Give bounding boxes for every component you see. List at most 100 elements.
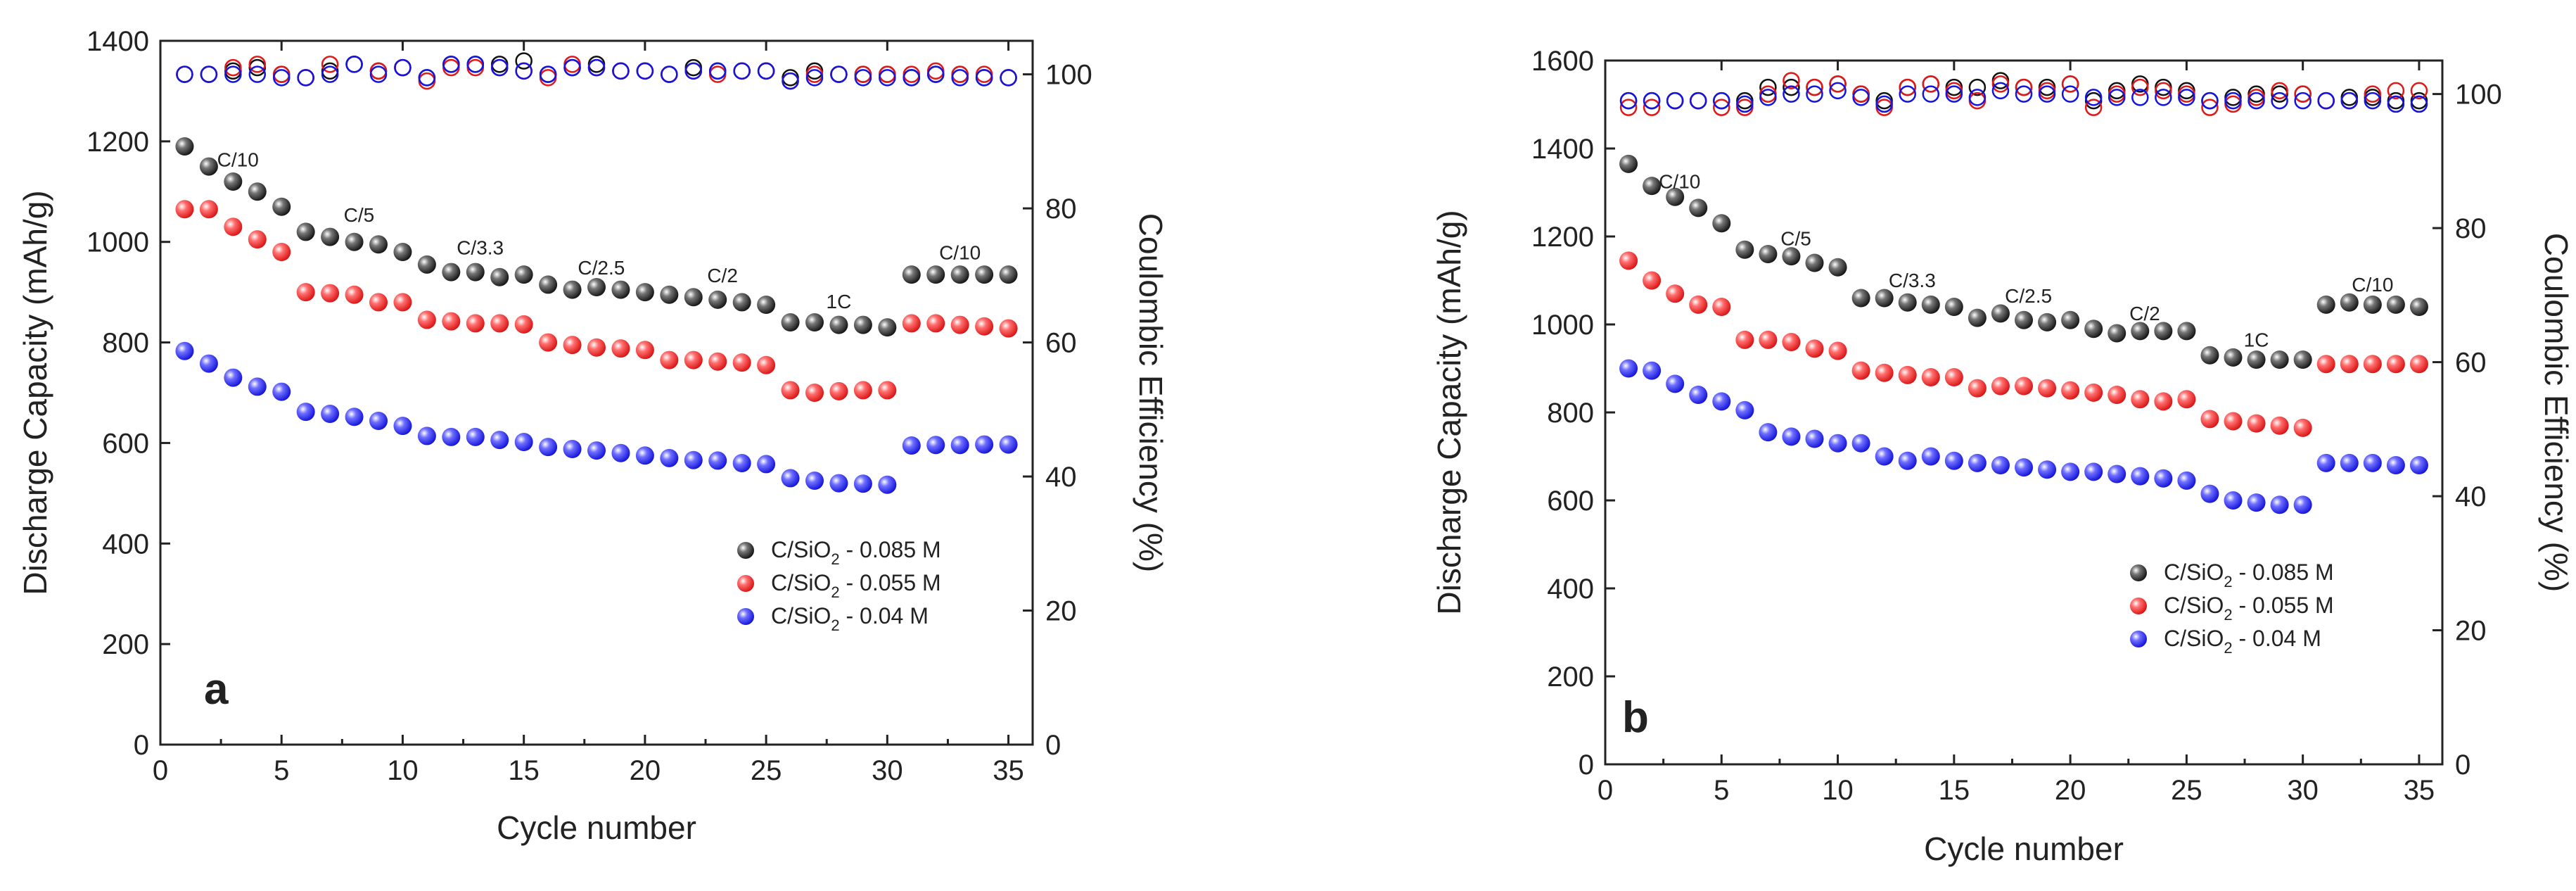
capacity-point xyxy=(224,172,243,191)
efficiency-point xyxy=(708,62,727,80)
capacity-point xyxy=(2015,310,2033,329)
capacity-point xyxy=(2038,460,2057,479)
capacity-point xyxy=(1759,423,1778,442)
capacity-point xyxy=(1782,427,1801,446)
capacity-point xyxy=(2409,456,2428,474)
capacity-point xyxy=(272,197,291,216)
efficiency-point xyxy=(2201,91,2219,110)
x-tick-label: 0 xyxy=(153,755,168,786)
capacity-point xyxy=(999,435,1018,454)
legend-label: C/SiO2 - 0.085 M xyxy=(2164,560,2334,590)
capacity-point xyxy=(805,472,824,490)
capacity-point xyxy=(805,313,824,331)
capacity-point xyxy=(369,412,388,430)
capacity-point xyxy=(660,350,679,369)
capacity-point xyxy=(1712,298,1731,316)
efficiency-point xyxy=(466,58,485,77)
efficiency-point xyxy=(951,69,969,87)
capacity-point xyxy=(2224,491,2243,510)
capacity-point xyxy=(611,280,630,299)
legend-label: C/SiO2 - 0.055 M xyxy=(2164,593,2334,624)
capacity-point xyxy=(417,426,436,446)
efficiency-point xyxy=(1736,95,1754,113)
efficiency-point xyxy=(490,56,509,73)
capacity-point xyxy=(2177,390,2196,409)
capacity-point xyxy=(1643,271,1662,290)
capacity-point xyxy=(345,232,364,251)
efficiency-point xyxy=(1000,69,1017,87)
capacity-point xyxy=(1944,451,1963,470)
efficiency-point xyxy=(1619,99,1638,116)
efficiency-point xyxy=(854,69,872,87)
capacity-point xyxy=(829,381,848,400)
efficiency-point xyxy=(1713,91,1730,110)
efficiency-point xyxy=(2364,85,2382,103)
efficiency-point xyxy=(515,62,533,80)
capacity-point xyxy=(732,293,751,312)
efficiency-point xyxy=(951,65,969,83)
legend-label-tail: - 0.055 M xyxy=(2233,593,2334,618)
y-tick-label: 1200 xyxy=(1531,222,1594,253)
x-tick-label: 20 xyxy=(2055,775,2086,806)
capacity-point xyxy=(2316,453,2335,472)
efficiency-point xyxy=(1852,85,1870,103)
capacity-point xyxy=(1689,386,1708,404)
y-tick-label: 0 xyxy=(1579,750,1594,781)
y2-tick-label: 60 xyxy=(2455,348,2487,379)
efficiency-point xyxy=(2131,89,2149,106)
y-tick-label: 200 xyxy=(1547,662,1594,693)
capacity-point xyxy=(2270,495,2289,514)
x-tick-label: 25 xyxy=(2171,775,2202,806)
x-tick-label: 30 xyxy=(872,755,903,786)
efficiency-point xyxy=(1852,89,1870,106)
efficiency-point xyxy=(2224,91,2242,110)
capacity-point xyxy=(635,283,654,302)
capacity-point xyxy=(1991,377,2010,396)
capacity-point xyxy=(175,341,194,360)
capacity-point xyxy=(1689,295,1708,314)
efficiency-point xyxy=(2410,95,2428,113)
efficiency-point xyxy=(297,69,314,87)
legend-label-subscript: 2 xyxy=(831,550,839,568)
capacity-point xyxy=(2108,324,2127,343)
efficiency-point xyxy=(418,69,436,87)
capacity-point xyxy=(2224,348,2243,367)
capacity-point xyxy=(563,280,582,299)
y-tick-label: 1400 xyxy=(1531,134,1594,165)
capacity-point xyxy=(490,267,509,286)
y2-tick-label: 100 xyxy=(2455,80,2502,110)
rate-label: 1C xyxy=(2244,329,2269,350)
efficiency-point xyxy=(2271,91,2288,110)
capacity-point xyxy=(2293,350,2312,369)
capacity-point xyxy=(1991,456,2010,474)
capacity-point xyxy=(878,475,897,494)
capacity-point xyxy=(321,227,340,246)
capacity-point xyxy=(660,448,679,467)
efficiency-point xyxy=(2317,91,2335,110)
capacity-point xyxy=(2038,379,2057,398)
efficiency-point xyxy=(466,56,485,73)
legend-label-subscript: 2 xyxy=(2224,573,2232,590)
capacity-point xyxy=(490,314,509,333)
efficiency-point xyxy=(661,65,678,83)
capacity-point xyxy=(708,290,727,309)
y-tick-label: 0 xyxy=(134,730,149,761)
capacity-point xyxy=(708,451,727,470)
legend-label-tail: - 0.04 M xyxy=(840,603,929,628)
efficiency-point xyxy=(321,56,339,73)
capacity-point xyxy=(611,339,630,358)
efficiency-point xyxy=(224,62,242,80)
efficiency-point xyxy=(2247,89,2265,106)
capacity-point xyxy=(296,222,315,241)
efficiency-point xyxy=(2084,99,2103,116)
efficiency-point xyxy=(2108,89,2126,106)
efficiency-point xyxy=(684,62,703,80)
capacity-point xyxy=(853,381,872,400)
efficiency-point xyxy=(1945,85,1963,103)
efficiency-point xyxy=(1783,85,1800,103)
rate-label: C/10 xyxy=(939,242,981,264)
capacity-point xyxy=(2200,484,2219,503)
capacity-point xyxy=(2015,458,2033,477)
efficiency-point xyxy=(2294,91,2312,110)
efficiency-point xyxy=(926,65,945,83)
